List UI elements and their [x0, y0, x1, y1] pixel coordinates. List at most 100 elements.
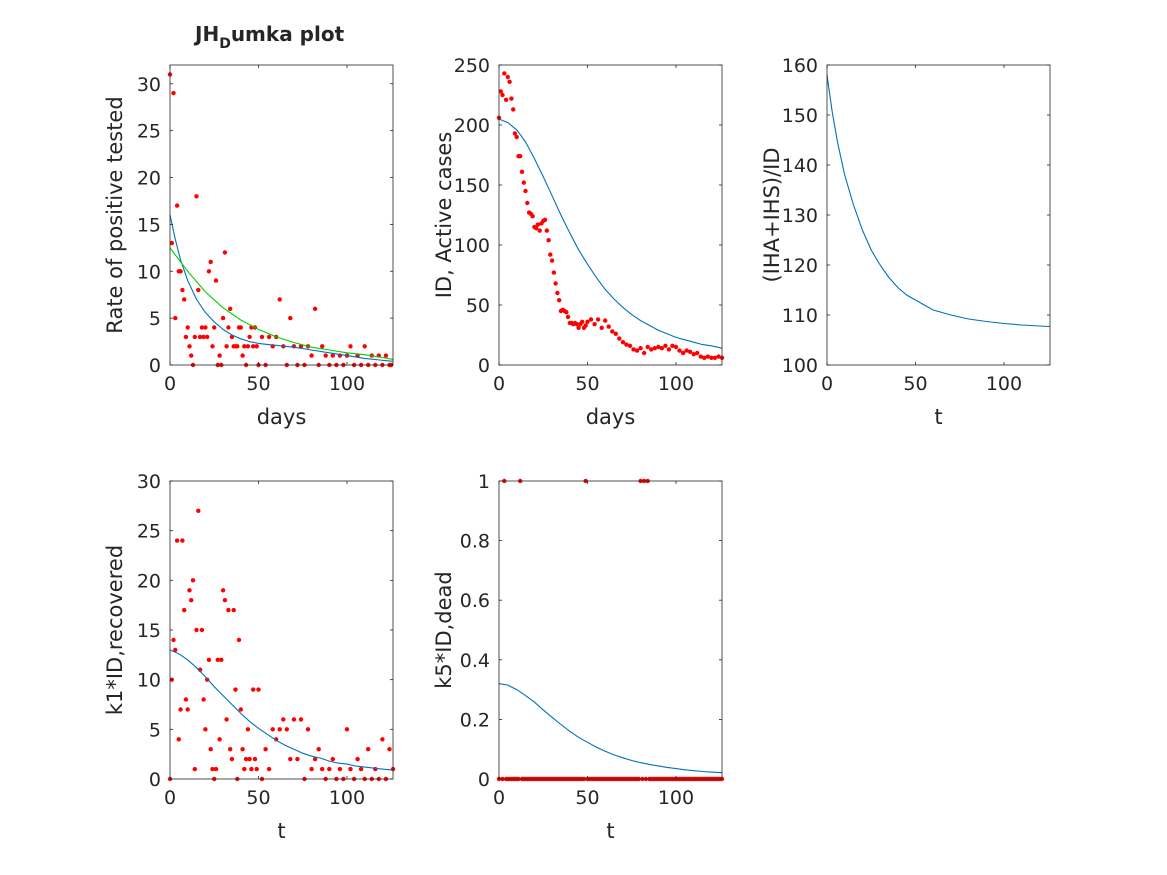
- subplot-4-xtick-label: 50: [246, 787, 270, 809]
- subplot-2-data-point: [503, 97, 509, 103]
- subplot-4-data-point: [219, 657, 224, 662]
- subplot-2-data-point: [542, 217, 548, 222]
- subplot-2-xtick-label: 0: [493, 373, 505, 395]
- subplot-4-data-point: [233, 687, 238, 692]
- subplot-4-data-point: [358, 766, 364, 772]
- subplot-2-data-point: [595, 317, 601, 322]
- subplot-2-xtick-label: 50: [575, 373, 599, 395]
- subplot-3-ytick-label: 140: [782, 155, 818, 177]
- subplot-5-ytick-label: 1: [478, 471, 490, 493]
- subplot-2-data-point: [709, 355, 714, 360]
- subplot-1-ytick-label: 20: [137, 168, 161, 190]
- subplot-2-data-point: [549, 258, 555, 263]
- subplot-3-ytick-label: 160: [782, 55, 818, 77]
- subplot-4-data-point: [316, 747, 321, 752]
- subplot-3-xtick-label: 100: [986, 373, 1022, 395]
- subplot-2-data-point: [627, 343, 633, 348]
- subplot-4-data-point: [194, 627, 199, 633]
- subplot-1-data-point: [180, 287, 185, 293]
- subplot-1-ytick-label: 30: [137, 74, 161, 96]
- subplot-1-data-point: [185, 325, 190, 330]
- subplot-4-data-point: [387, 747, 392, 752]
- subplot-4-data-point: [330, 756, 335, 762]
- figure-title-subscript: D: [219, 36, 231, 52]
- subplot-2-data-point: [649, 347, 654, 352]
- subplot-5: 0 50 100 0 0.2 0.4 0.6 0.8 1 t k5*ID,dead: [432, 471, 725, 843]
- subplot-4-data-point: [256, 687, 261, 692]
- subplot-5-ytick-label: 0.2: [460, 709, 490, 731]
- subplot-4-data-point: [266, 766, 272, 772]
- subplot-2-data-point: [500, 92, 505, 98]
- subplot-1-data-point: [210, 344, 215, 349]
- subplot-1-data-point: [197, 334, 203, 340]
- subplot-1-data-point: [288, 315, 293, 321]
- subplot-4-data-point: [171, 637, 176, 643]
- figure-title-rest: umka plot: [231, 22, 345, 46]
- subplot-2-data-point: [687, 349, 693, 354]
- subplot-1-data-point: [222, 250, 228, 255]
- subplot-4-data-point: [196, 508, 201, 513]
- subplot-5-fit-line-2: [498, 683, 723, 774]
- subplot-2-data-point: [518, 154, 523, 159]
- subplot-2-data-point: [695, 350, 700, 356]
- subplot-2-data-point: [565, 314, 571, 320]
- subplot-1-data-point: [199, 325, 205, 330]
- subplot-4-data-point: [249, 766, 254, 772]
- subplot-5-ytick-label: 0.6: [460, 590, 490, 612]
- subplot-4-data-point: [245, 727, 251, 732]
- subplot-2-data-point: [712, 355, 718, 360]
- subplot-4-data-point: [236, 637, 242, 643]
- subplot-1-xtick-label: 0: [164, 373, 176, 395]
- subplot-4-data-point: [366, 747, 371, 752]
- subplot-1-data-point: [171, 90, 176, 96]
- subplot-1-data-point: [309, 353, 314, 358]
- subplot-1-ytick-label: 25: [137, 121, 161, 143]
- subplot-3-area: [827, 65, 1050, 365]
- subplot-5-xtick-label: 100: [658, 787, 694, 809]
- subplot-2-ytick-label: 150: [454, 175, 490, 197]
- subplot-2-data-point: [673, 344, 679, 350]
- subplot-4-data-point: [281, 717, 286, 722]
- subplot-2-data-point: [507, 79, 512, 85]
- subplot-4-data-point: [192, 766, 197, 772]
- subplot-1-ytick-label: 0: [149, 355, 161, 377]
- subplot-2-data-point: [535, 222, 541, 227]
- subplot-4-data-point: [199, 627, 205, 633]
- subplot-2-data-point: [534, 226, 539, 231]
- subplot-4-data-point: [180, 538, 185, 543]
- subplot-1-data-point: [194, 194, 199, 199]
- subplot-2-data-point: [638, 346, 643, 351]
- subplot-2-data-point: [617, 336, 622, 341]
- subplot-4-data-point: [247, 756, 252, 762]
- subplot-2-data-point: [519, 169, 525, 174]
- subplot-2-data-point: [523, 188, 528, 194]
- subplot-4-data-point: [231, 607, 236, 613]
- subplot-2-ytick-label: 200: [454, 115, 490, 137]
- subplot-4-data-point: [176, 737, 181, 742]
- subplot-1-xtick-label: 100: [329, 373, 365, 395]
- subplot-1-data-point: [251, 344, 256, 349]
- subplot-1-fit-line-3: [169, 247, 394, 360]
- subplot-1-data-point: [220, 315, 226, 321]
- subplot-5-frame: [498, 480, 723, 780]
- subplot-1-frame: [169, 64, 394, 366]
- subplot-1-data-point: [266, 334, 272, 340]
- subplot-4-data-point: [240, 747, 245, 752]
- subplot-4-data-point: [228, 747, 233, 752]
- subplot-1-ytick-label: 5: [149, 308, 161, 330]
- subplot-1: 0 50 100 0 5 10 15 20 25 30 days Rate of positive t…: [103, 64, 394, 429]
- subplot-3-ytick-label: 120: [782, 255, 818, 277]
- subplot-3-ytick-label: 100: [782, 355, 818, 377]
- subplot-4-data-point: [298, 717, 304, 722]
- subplot-4-data-point: [373, 766, 378, 772]
- subplot-4-data-point: [380, 737, 385, 742]
- subplot-3-ytick-label: 110: [782, 305, 818, 327]
- subplot-1-data-point: [330, 353, 335, 358]
- subplot-4-data-point: [291, 717, 297, 722]
- subplot-2-data-point: [511, 107, 516, 112]
- subplot-2-area: [499, 65, 722, 365]
- subplot-2-data-point: [557, 298, 562, 303]
- subplot-4-data-point: [220, 588, 226, 593]
- subplot-4-data-point: [224, 717, 229, 722]
- subplot-1-data-point: [247, 334, 252, 340]
